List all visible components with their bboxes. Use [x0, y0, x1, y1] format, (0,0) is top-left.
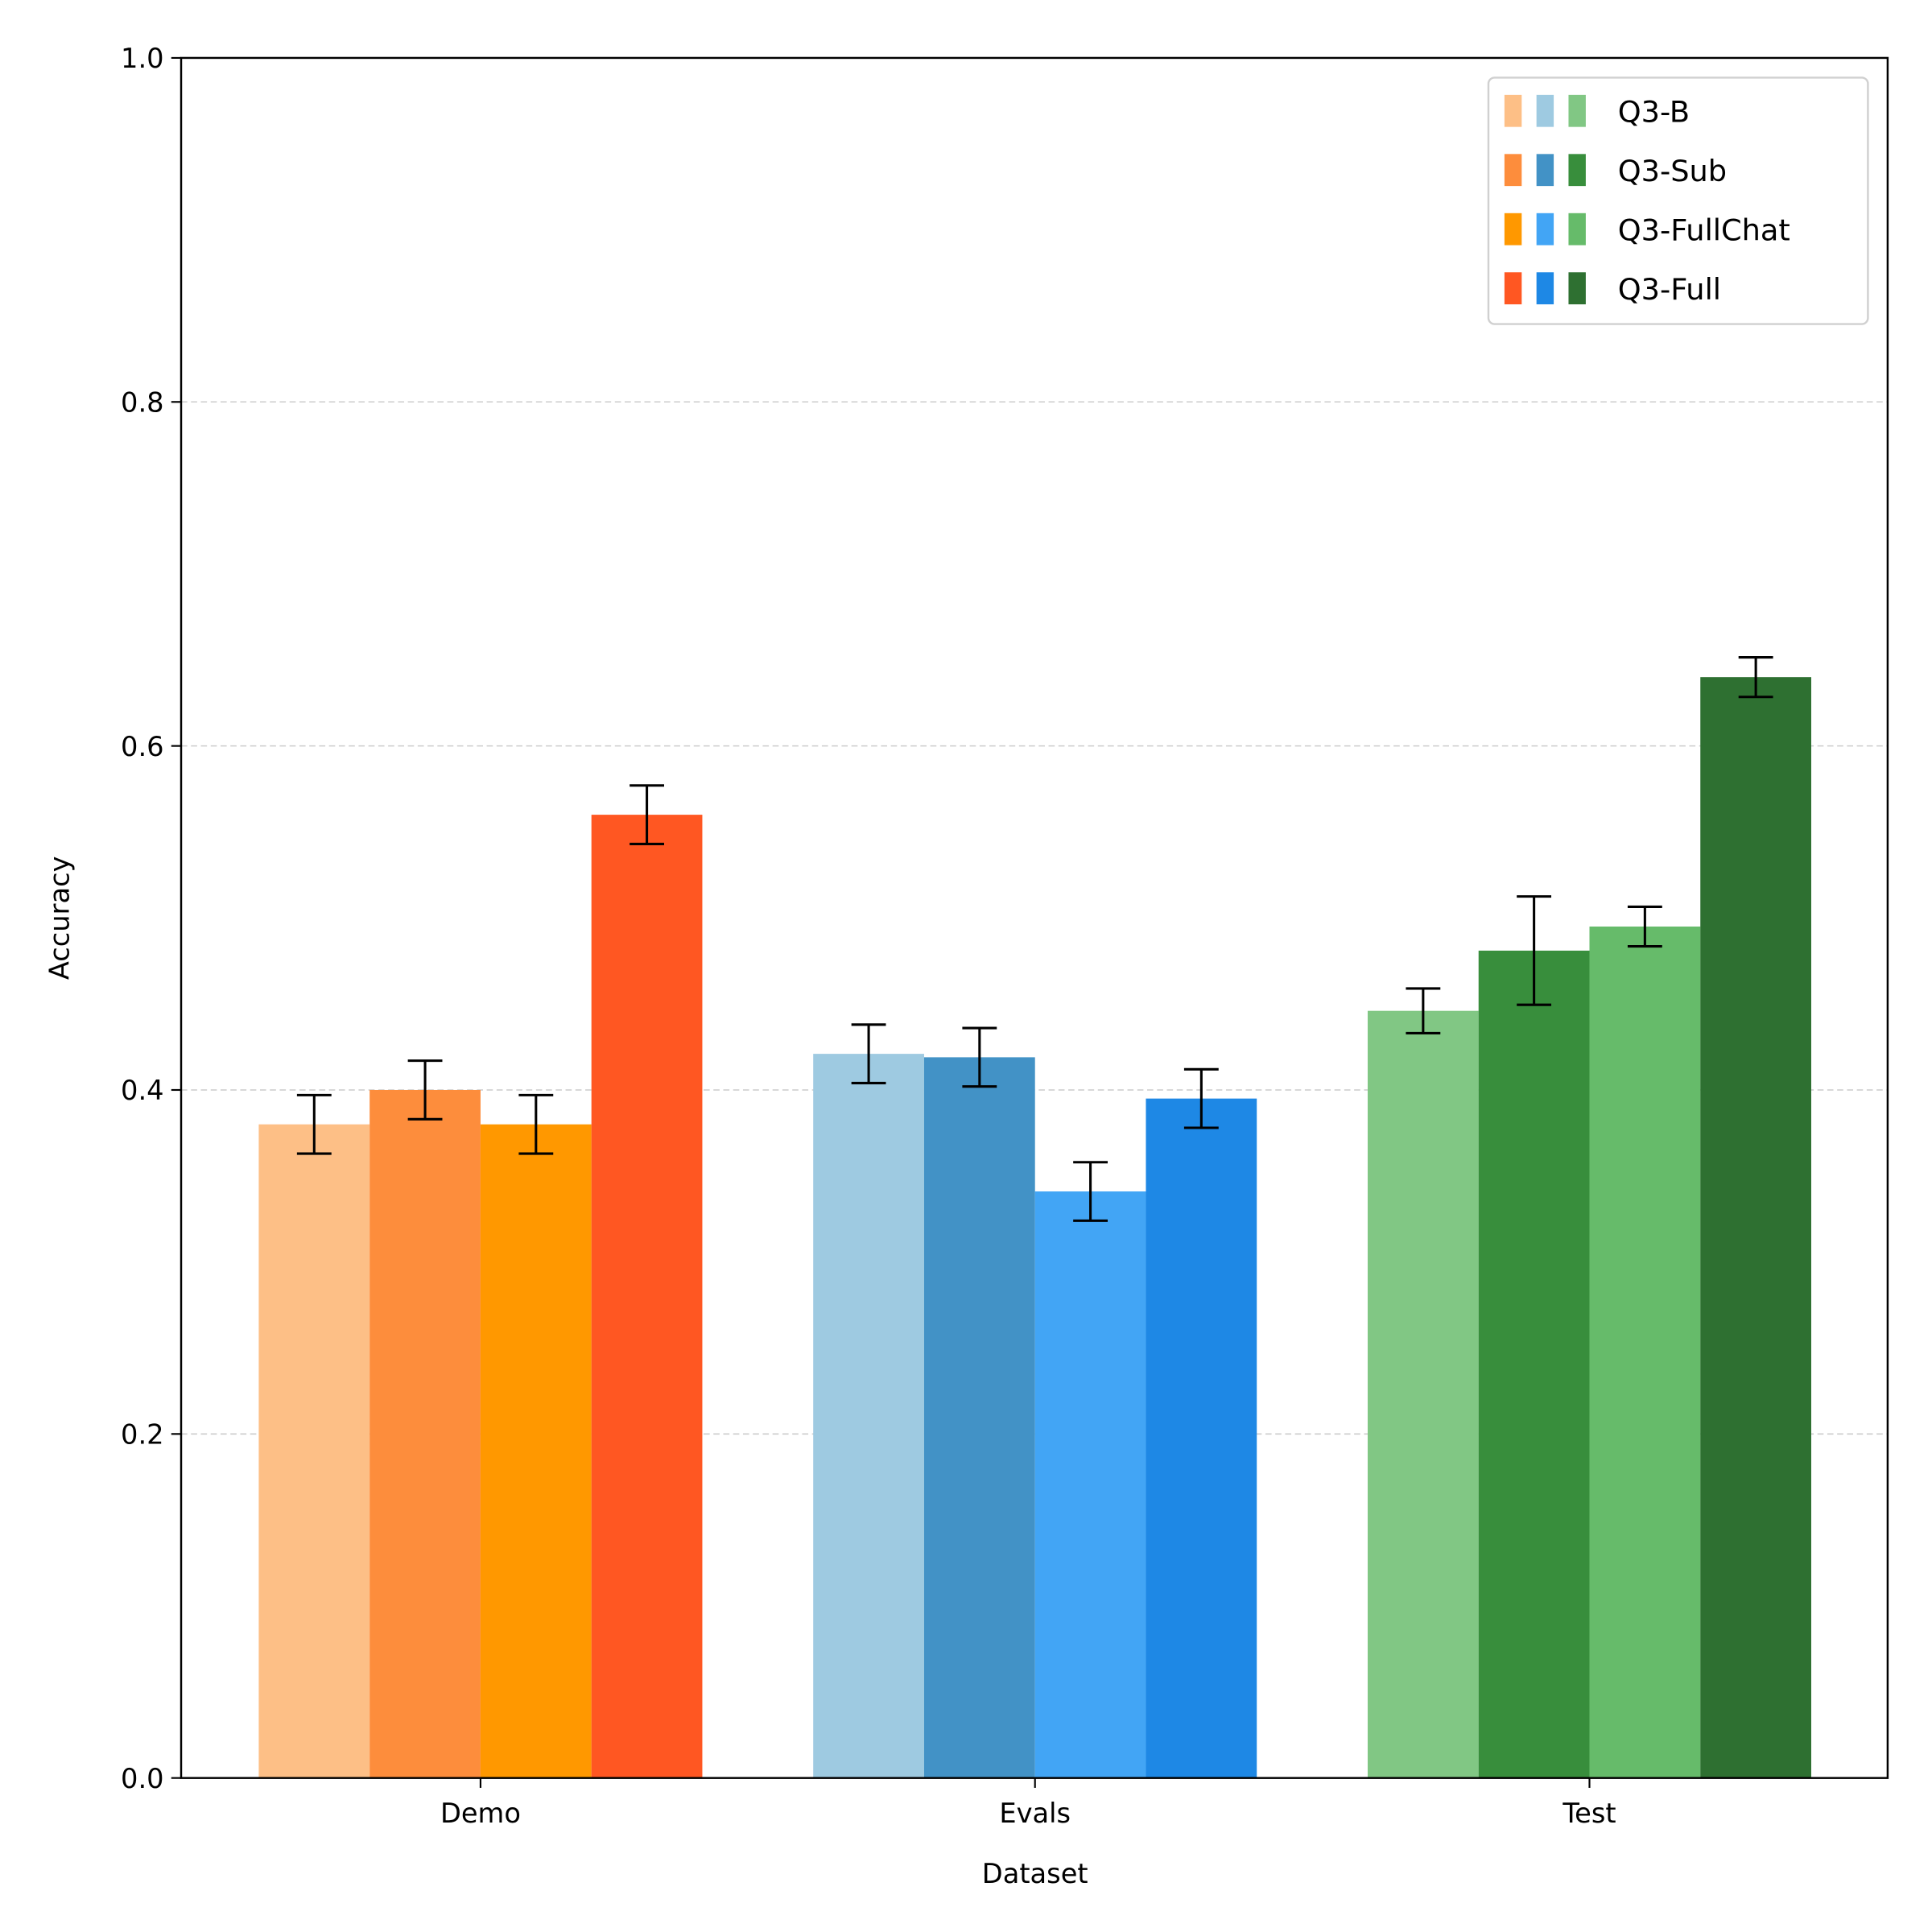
legend-swatch: [1536, 94, 1554, 127]
bar: [1478, 950, 1590, 1778]
legend-swatch: [1504, 154, 1522, 187]
y-tick-label: 0.4: [121, 1075, 164, 1106]
legend-label: Q3-B: [1618, 95, 1690, 130]
y-axis: 0.0 0.2 0.4 0.6 0.8 1.0: [121, 43, 181, 1794]
legend-label: Q3-FullChat: [1618, 213, 1790, 247]
bar: [1034, 1191, 1146, 1778]
legend-swatch: [1568, 154, 1586, 187]
legend-label: Q3-Full: [1618, 272, 1721, 307]
y-tick-label: 0.8: [121, 387, 164, 419]
legend-box: [1487, 76, 1869, 325]
legend-swatch: [1568, 213, 1586, 246]
bar: [480, 1124, 592, 1778]
bar: [369, 1089, 481, 1778]
legend-swatch: [1536, 154, 1554, 187]
bar: [923, 1057, 1035, 1778]
legend-swatch: [1504, 94, 1522, 127]
x-tick-label: Test: [1562, 1798, 1616, 1829]
error-bars: [296, 656, 1773, 1222]
legend-swatch: [1536, 272, 1554, 305]
bars: [258, 677, 1811, 1778]
bar: [813, 1054, 924, 1778]
y-tick-label: 0.2: [121, 1419, 164, 1451]
legend-swatch: [1568, 272, 1586, 305]
legend-swatch: [1536, 213, 1554, 246]
bar: [258, 1124, 370, 1778]
legend-swatch: [1504, 272, 1522, 305]
y-tick-label: 0.0: [121, 1763, 164, 1794]
legend-swatch: [1504, 213, 1522, 246]
legend-label: Q3-Sub: [1618, 154, 1727, 188]
y-axis-label: Accuracy: [44, 856, 76, 980]
x-tick-label: Evals: [999, 1798, 1071, 1829]
legend-swatch: [1568, 94, 1586, 127]
bar: [591, 815, 703, 1778]
x-axis: Demo Evals Test: [440, 1777, 1616, 1829]
y-tick-label: 0.6: [121, 731, 164, 762]
bar: [1146, 1098, 1257, 1778]
bar: [1700, 677, 1811, 1778]
y-tick-label: 1.0: [121, 43, 164, 74]
bar: [1367, 1010, 1479, 1778]
x-axis-label: Dataset: [982, 1858, 1088, 1889]
bar: [1589, 926, 1701, 1778]
legend: Q3-B Q3-Sub Q3-FullChat Q3-Full: [1487, 76, 1869, 325]
x-tick-label: Demo: [440, 1798, 521, 1829]
